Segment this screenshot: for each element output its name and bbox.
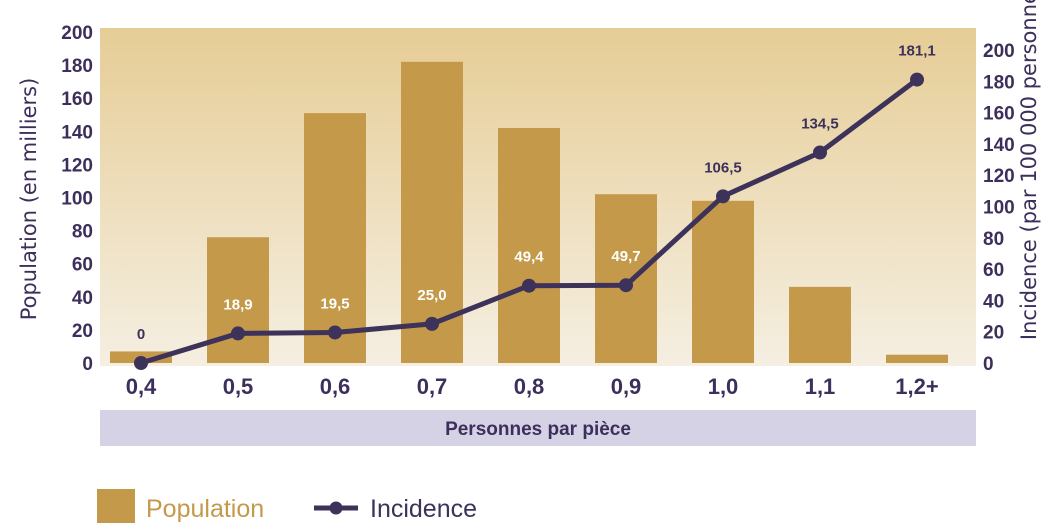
incidence-value-label-4: 25,0 xyxy=(417,287,446,304)
legend-population-swatch xyxy=(97,489,135,523)
incidence-value-label-3: 19,5 xyxy=(320,295,349,312)
incidence-value-label-9: 181,1 xyxy=(898,43,936,60)
incidence-value-label-5: 49,4 xyxy=(514,249,544,266)
legend-incidence-marker xyxy=(329,501,343,515)
incidence-value-label-8: 134,5 xyxy=(801,116,839,133)
right-axis-tick-label: 60 xyxy=(983,260,1004,281)
population-bar-5 xyxy=(498,127,560,364)
right-axis-tick-label: 120 xyxy=(983,166,1015,187)
x-axis-ticks: 0,4 0,5 0,6 0,7 0,8 0,9 1,0 1,1 1,2+ xyxy=(126,374,939,399)
right-axis-tick-label: 40 xyxy=(983,291,1004,312)
left-axis-tick-label: 180 xyxy=(61,56,93,77)
left-axis-tick-label: 80 xyxy=(72,222,93,243)
x-axis-title: Personnes par pièce xyxy=(445,419,631,440)
legend-population-label: Population xyxy=(146,495,264,523)
right-axis-ticks: 0 20 40 60 80 100 120 140 160 180 200 xyxy=(983,41,1015,375)
x-axis-title-band xyxy=(100,410,976,446)
incidence-point-8 xyxy=(813,145,827,160)
x-axis-tick-label: 1,2+ xyxy=(895,374,938,399)
left-axis-tick-label: 40 xyxy=(72,288,93,309)
incidence-point-4 xyxy=(425,316,439,331)
population-bar-7 xyxy=(692,200,754,363)
population-bar-8 xyxy=(789,286,851,363)
left-axis-tick-label: 200 xyxy=(61,23,93,44)
x-axis-tick-label: 1,0 xyxy=(708,374,739,399)
left-axis-tick-label: 140 xyxy=(61,122,93,143)
left-axis-tick-label: 20 xyxy=(72,321,93,342)
x-axis-tick-label: 0,9 xyxy=(611,374,642,399)
right-axis-tick-label: 200 xyxy=(983,41,1015,62)
right-axis-tick-label: 0 xyxy=(983,354,994,375)
right-axis-tick-label: 80 xyxy=(983,229,1004,250)
x-axis-tick-label: 0,4 xyxy=(126,374,157,399)
left-axis-tick-label: 60 xyxy=(72,255,93,276)
population-bar-3 xyxy=(304,113,366,363)
x-axis-tick-label: 0,6 xyxy=(320,374,351,399)
x-axis-tick-label: 0,5 xyxy=(223,374,254,399)
incidence-value-label-2: 18,9 xyxy=(223,296,252,313)
legend-incidence-label: Incidence xyxy=(370,495,477,523)
incidence-point-9 xyxy=(910,72,924,87)
incidence-point-2 xyxy=(231,326,245,341)
incidence-data-labels: 0 18,9 19,5 25,0 49,4 49,7 106,5 134,5 181,1 xyxy=(137,43,936,343)
left-axis-tick-label: 0 xyxy=(82,354,93,375)
right-axis-tick-label: 100 xyxy=(983,198,1015,219)
y-axis-title: Population (en milliers) xyxy=(17,78,41,321)
incidence-point-7 xyxy=(716,189,730,204)
left-axis-tick-label: 120 xyxy=(61,155,93,176)
x-axis-tick-label: 1,1 xyxy=(805,374,836,399)
right-axis-tick-label: 20 xyxy=(983,323,1004,344)
x-axis-tick-label: 0,8 xyxy=(514,374,545,399)
incidence-point-1 xyxy=(134,356,148,370)
right-axis-tick-label: 160 xyxy=(983,104,1015,125)
population-bar-9 xyxy=(886,354,948,363)
incidence-point-6 xyxy=(619,278,633,293)
x-axis-tick-label: 0,7 xyxy=(417,374,448,399)
legend: Population Incidence xyxy=(97,489,477,523)
population-bar-4 xyxy=(401,61,463,363)
left-axis-ticks: 0 20 40 60 80 100 120 140 160 180 200 xyxy=(61,23,93,375)
left-axis-tick-label: 160 xyxy=(61,89,93,110)
y2-axis-title: Incidence (par 100 000 personnes) xyxy=(1017,0,1041,340)
right-axis-tick-label: 180 xyxy=(983,72,1015,93)
incidence-point-3 xyxy=(328,325,342,340)
left-axis-tick-label: 100 xyxy=(61,189,93,210)
right-axis-tick-label: 140 xyxy=(983,135,1015,156)
incidence-value-label-1: 0 xyxy=(137,326,145,343)
incidence-points xyxy=(134,72,924,370)
population-bars xyxy=(110,61,948,364)
incidence-point-5 xyxy=(522,278,536,293)
incidence-value-label-6: 49,7 xyxy=(611,248,640,265)
incidence-value-label-7: 106,5 xyxy=(704,159,742,176)
